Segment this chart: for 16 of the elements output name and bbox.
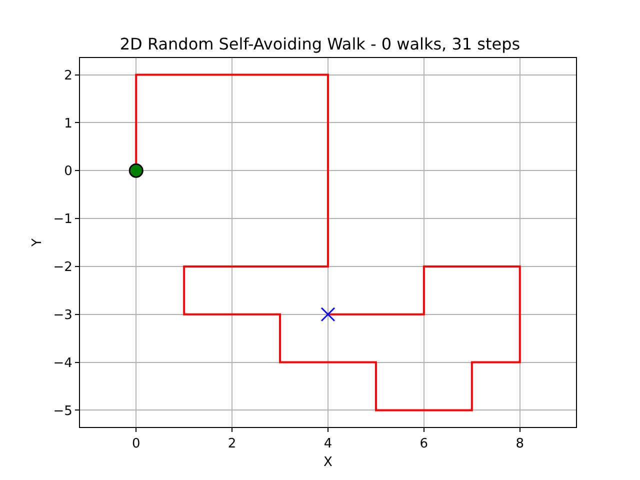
y-axis-title: Y xyxy=(30,238,46,248)
x-tick-label: 8 xyxy=(516,436,524,452)
y-tick-label: −1 xyxy=(53,212,72,228)
y-tick-label: 2 xyxy=(64,68,72,84)
y-tick-label: 0 xyxy=(64,164,72,180)
y-tick-label: 1 xyxy=(64,116,72,132)
x-tick-label: 2 xyxy=(228,436,236,452)
y-tick-label: −5 xyxy=(53,404,72,419)
chart-title: 2D Random Self-Avoiding Walk - 0 walks, 31 steps xyxy=(120,34,520,54)
y-tick-label: −4 xyxy=(53,356,72,371)
y-tick-label: −2 xyxy=(53,260,72,276)
x-tick-label: 6 xyxy=(420,436,428,452)
x-tick-label: 0 xyxy=(132,436,140,452)
x-axis-title: X xyxy=(324,455,333,470)
x-tick-label: 4 xyxy=(324,436,332,452)
y-tick-label: −3 xyxy=(53,308,72,323)
